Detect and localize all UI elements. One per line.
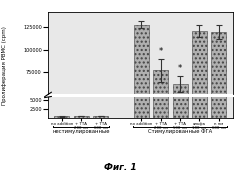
Bar [74,116,89,118]
Bar [134,25,149,139]
Bar [211,0,226,118]
Text: нестимулированные: нестимулированные [53,129,110,134]
Bar [54,116,70,118]
Text: *: * [178,64,182,73]
Bar [153,0,168,118]
Bar [192,31,207,139]
Bar [173,84,188,139]
Text: Фиг. 1: Фиг. 1 [104,163,136,172]
Text: *: * [159,47,163,56]
Text: Стимулированные ФГА: Стимулированные ФГА [148,129,212,134]
Bar [211,32,226,139]
Bar [153,70,168,139]
Text: Пролиферация РВМС (cpm): Пролиферация РВМС (cpm) [2,26,7,105]
Bar [134,0,149,118]
Bar [93,116,108,118]
Bar [173,0,188,118]
Bar [192,0,207,118]
